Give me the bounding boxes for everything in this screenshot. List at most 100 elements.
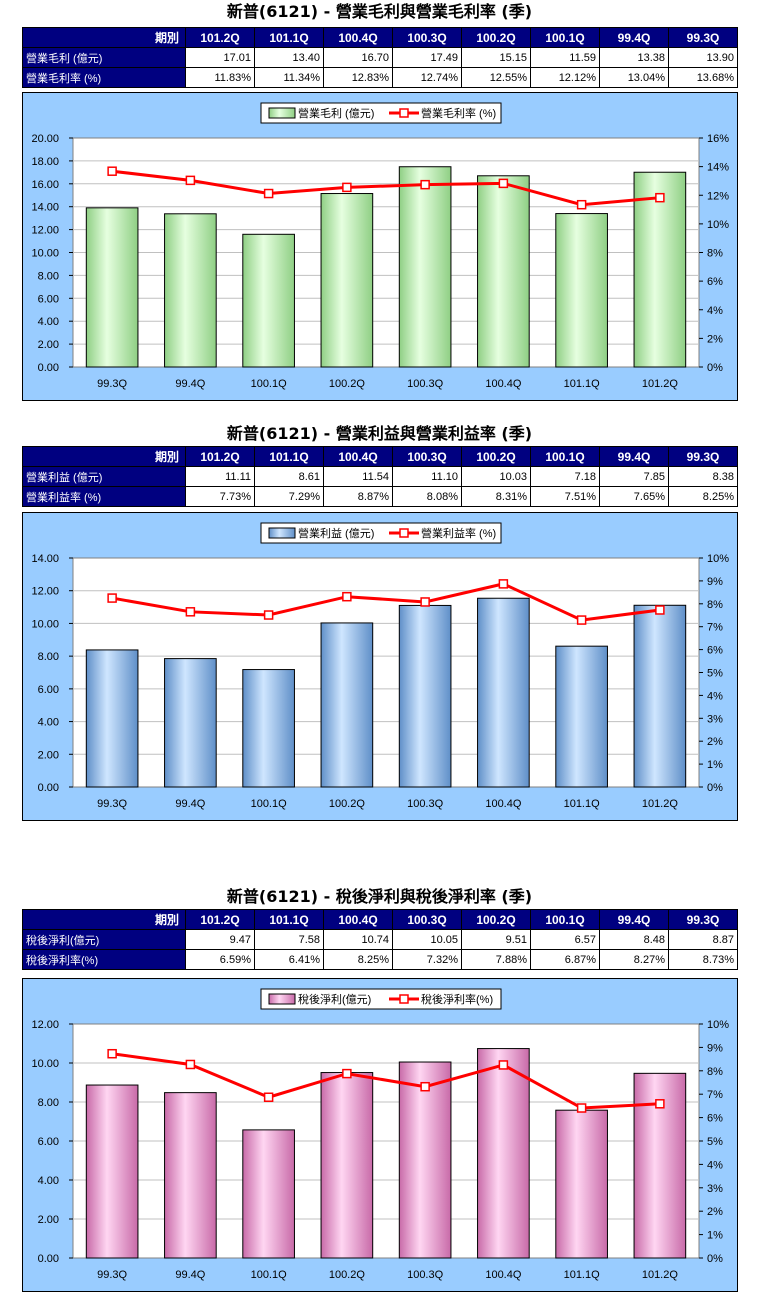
right-tick-label: 2% bbox=[707, 333, 723, 345]
left-tick-label: 6.00 bbox=[38, 684, 59, 696]
table-header-row: 期別 101.2Q 101.1Q 100.4Q 100.3Q 100.2Q 10… bbox=[22, 27, 738, 48]
bar bbox=[633, 604, 687, 788]
legend-line-marker bbox=[399, 108, 409, 118]
period-header: 99.4Q bbox=[599, 446, 669, 467]
legend-label: 營業毛利率 (%) bbox=[421, 106, 496, 120]
legend-bar-swatch bbox=[268, 993, 296, 1005]
chart-area: 0.00 2.00 4.00 6.00 8.00 10.00 12.00 0% 1% 2% 3% 4%… bbox=[22, 978, 738, 1292]
bar bbox=[85, 649, 139, 788]
bar bbox=[398, 1061, 452, 1259]
category-label: 99.4Q bbox=[175, 798, 205, 810]
line-point bbox=[342, 591, 352, 602]
table-cell: 12.12% bbox=[530, 67, 600, 88]
table-cell: 7.58 bbox=[254, 929, 324, 950]
line-point bbox=[655, 192, 665, 203]
row-label: 稅後淨利(億元) bbox=[22, 929, 186, 950]
right-tick-label: 0% bbox=[707, 362, 723, 374]
period-header: 99.3Q bbox=[668, 909, 738, 930]
table-row: 營業毛利率 (%) 11.83% 11.34% 12.83% 12.74% 12… bbox=[22, 67, 738, 88]
category-label: 101.1Q bbox=[564, 1269, 601, 1281]
line-point bbox=[185, 1059, 196, 1070]
left-tick-label: 0.00 bbox=[38, 362, 59, 374]
left-tick-label: 2.00 bbox=[38, 339, 59, 351]
table-row: 稅後淨利(億元) 9.47 7.58 10.74 10.05 9.51 6.57… bbox=[22, 929, 738, 950]
bar bbox=[477, 175, 530, 368]
left-tick-label: 8.00 bbox=[38, 1097, 59, 1109]
period-header: 100.1Q bbox=[530, 446, 600, 467]
chart-svg: 0.00 2.00 4.00 6.00 8.00 10.00 12.00 14.00 16.00… bbox=[31, 102, 729, 390]
category-label: 99.3Q bbox=[97, 798, 127, 810]
table-cell: 12.83% bbox=[323, 67, 393, 88]
chart-section-gross-profit: 新普(6121) - 營業毛利與營業毛利率 (季) 期別 101.2Q 101.… bbox=[0, 0, 759, 402]
table-cell: 7.18 bbox=[530, 466, 600, 487]
left-tick-label: 8.00 bbox=[38, 651, 59, 663]
right-tick-label: 7% bbox=[707, 622, 723, 634]
table-cell: 17.01 bbox=[185, 47, 255, 68]
table-cell: 9.47 bbox=[185, 929, 255, 950]
category-label: 101.2Q bbox=[642, 798, 679, 810]
bar bbox=[164, 1092, 217, 1259]
table-cell: 10.03 bbox=[461, 466, 531, 487]
legend-line-marker bbox=[399, 994, 409, 1004]
table-cell: 7.73% bbox=[185, 486, 255, 507]
left-tick-label: 10.00 bbox=[31, 618, 59, 630]
legend-label: 營業利益 (億元) bbox=[298, 526, 374, 540]
category-label: 100.4Q bbox=[485, 798, 522, 810]
chart-area: 0.00 2.00 4.00 6.00 8.00 10.00 12.00 14.00 16.00… bbox=[22, 92, 738, 401]
right-tick-label: 9% bbox=[707, 1042, 723, 1054]
table-row: 稅後淨利率(%) 6.59% 6.41% 8.25% 7.32% 7.88% 6… bbox=[22, 949, 738, 970]
category-label: 100.2Q bbox=[329, 798, 366, 810]
table-header-row: 期別 101.2Q 101.1Q 100.4Q 100.3Q 100.2Q 10… bbox=[22, 909, 738, 930]
category-label: 100.3Q bbox=[407, 798, 444, 810]
period-header: 99.3Q bbox=[668, 446, 738, 467]
period-header: 99.3Q bbox=[668, 27, 738, 48]
right-tick-label: 0% bbox=[707, 1253, 723, 1265]
data-table: 期別 101.2Q 101.1Q 100.4Q 100.3Q 100.2Q 10… bbox=[22, 446, 738, 507]
left-tick-label: 10.00 bbox=[31, 1058, 59, 1070]
right-tick-label: 1% bbox=[707, 759, 723, 771]
bar bbox=[398, 166, 452, 368]
table-cell: 10.74 bbox=[323, 929, 393, 950]
table-cell: 8.48 bbox=[599, 929, 669, 950]
table-cell: 11.11 bbox=[185, 466, 255, 487]
row-label: 營業毛利率 (%) bbox=[22, 67, 186, 88]
period-header: 100.3Q bbox=[392, 27, 462, 48]
line-point bbox=[655, 1099, 665, 1109]
right-tick-label: 2% bbox=[707, 1206, 723, 1218]
chart-title: 新普(6121) - 營業利益與營業利益率 (季) bbox=[226, 424, 533, 443]
table-cell: 8.61 bbox=[254, 466, 324, 487]
left-tick-label: 0.00 bbox=[38, 1253, 59, 1265]
table-cell: 10.05 bbox=[392, 929, 462, 950]
line-point bbox=[263, 1092, 274, 1102]
right-tick-label: 1% bbox=[707, 1230, 723, 1242]
table-cell: 7.29% bbox=[254, 486, 324, 507]
period-header: 100.4Q bbox=[323, 909, 393, 930]
bar bbox=[320, 1072, 374, 1259]
category-label: 99.4Q bbox=[175, 1269, 205, 1281]
left-tick-label: 8.00 bbox=[38, 270, 59, 282]
left-tick-label: 12.00 bbox=[31, 1019, 59, 1031]
row-label: 營業毛利 (億元) bbox=[22, 47, 186, 68]
table-row: 營業毛利 (億元) 17.01 13.40 16.70 17.49 15.15 … bbox=[22, 47, 738, 68]
category-label: 100.2Q bbox=[329, 378, 366, 390]
table-cell: 8.73% bbox=[668, 949, 738, 970]
bar bbox=[164, 213, 217, 368]
left-tick-label: 4.00 bbox=[38, 717, 59, 729]
period-header: 100.3Q bbox=[392, 446, 462, 467]
left-tick-label: 0.00 bbox=[38, 782, 59, 794]
row-label: 稅後淨利率(%) bbox=[22, 949, 186, 970]
category-label: 101.2Q bbox=[642, 378, 679, 390]
right-tick-label: 6% bbox=[707, 645, 723, 657]
bar bbox=[85, 1084, 139, 1259]
category-label: 101.2Q bbox=[642, 1269, 679, 1281]
right-tick-label: 6% bbox=[707, 276, 723, 288]
table-cell: 13.40 bbox=[254, 47, 324, 68]
bar bbox=[555, 645, 608, 788]
chart-svg: 0.00 2.00 4.00 6.00 8.00 10.00 12.00 0% 1% 2% 3% 4%… bbox=[31, 988, 729, 1281]
right-tick-label: 8% bbox=[707, 1066, 723, 1078]
category-label: 99.3Q bbox=[97, 378, 127, 390]
right-tick-label: 5% bbox=[707, 1136, 723, 1148]
chart-area: 0.00 2.00 4.00 6.00 8.00 10.00 12.00 14.00 0% 1% 2… bbox=[22, 512, 738, 821]
table-cell: 15.15 bbox=[461, 47, 531, 68]
category-label: 100.2Q bbox=[329, 1269, 366, 1281]
